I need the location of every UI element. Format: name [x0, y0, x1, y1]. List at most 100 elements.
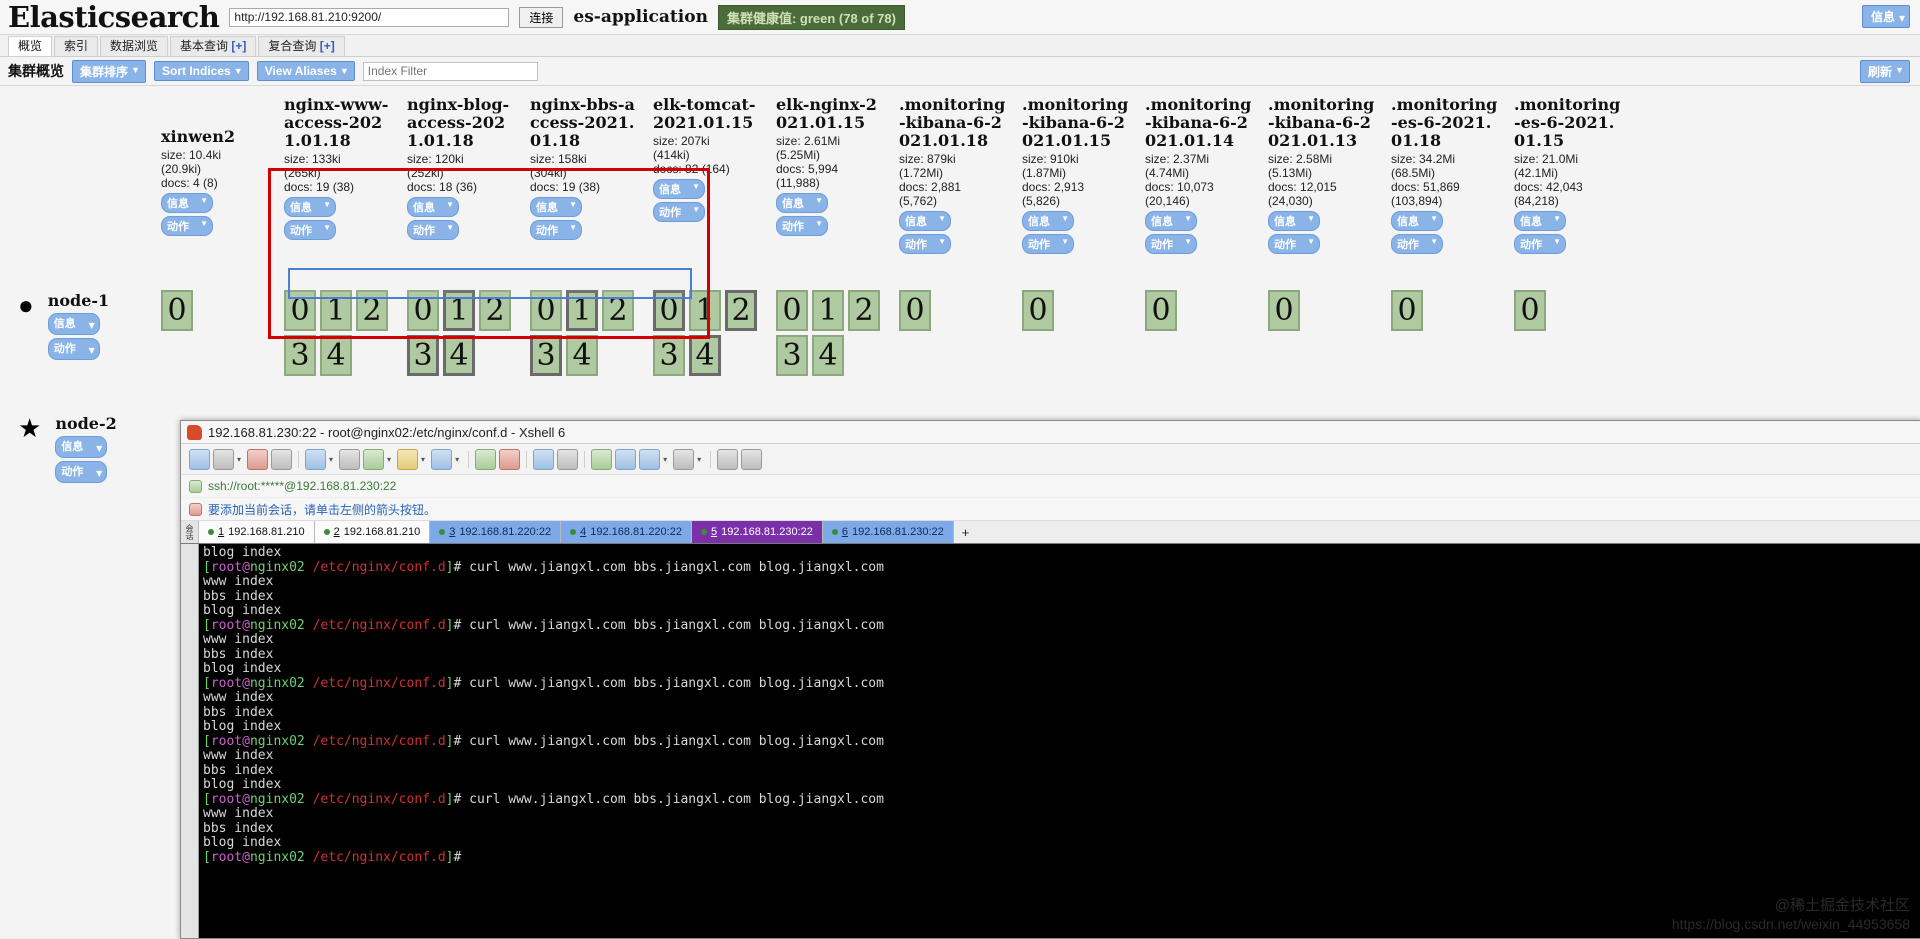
session-manager-tab[interactable]: 会话管理器	[181, 521, 199, 543]
new-session-icon[interactable]	[189, 448, 210, 470]
xshell-session-tab[interactable]: 1 192.168.81.210	[199, 521, 315, 543]
xshell-session-tab[interactable]: 5 192.168.81.230:22	[691, 521, 823, 543]
shard-box[interactable]: 2	[602, 290, 634, 331]
new-tab-icon[interactable]	[639, 448, 661, 470]
xshell-session-tab[interactable]: 2 192.168.81.210	[314, 521, 431, 543]
chevron-down-icon[interactable]: ▾	[329, 454, 334, 464]
shard-box[interactable]: 0	[1391, 290, 1423, 331]
chevron-down-icon[interactable]: ▾	[697, 454, 702, 464]
shard-box[interactable]: 0	[161, 290, 193, 331]
index-action-pill[interactable]: 动作 ▼	[1145, 234, 1197, 254]
node-2-action-pill[interactable]: 动作 ▼	[55, 461, 108, 483]
shard-box[interactable]: 0	[1268, 290, 1300, 331]
shard-box[interactable]: 3	[776, 335, 808, 376]
index-action-pill[interactable]: 动作 ▼	[1391, 234, 1443, 254]
shard-box[interactable]: 0	[653, 290, 685, 331]
shard-box[interactable]: 2	[479, 290, 511, 331]
xshell-session-tab[interactable]: 4 192.168.81.220:22	[561, 521, 692, 543]
view-aliases-button[interactable]: View Aliases ▼	[256, 61, 355, 81]
connect-button[interactable]: 连接	[519, 6, 564, 28]
node-2-info-pill[interactable]: 信息 ▼	[55, 436, 108, 458]
index-action-pill[interactable]: 动作 ▼	[1514, 234, 1566, 254]
new-tab-button[interactable]: +	[961, 524, 970, 540]
sort-indices-button[interactable]: Sort Indices ▼	[154, 61, 249, 81]
chevron-down-icon[interactable]: ▾	[663, 454, 668, 464]
info-menu-button[interactable]: 信息 ▾	[1861, 5, 1910, 28]
index-info-pill[interactable]: 信息 ▼	[161, 193, 213, 213]
tab-overview[interactable]: 概览	[8, 36, 53, 56]
shard-box[interactable]: 1	[689, 290, 721, 331]
shard-box[interactable]: 2	[725, 290, 757, 331]
index-action-pill[interactable]: 动作 ▼	[776, 216, 828, 236]
tab-basic-query[interactable]: 基本查询 [+]	[170, 36, 257, 56]
shard-box[interactable]: 1	[443, 290, 475, 331]
feedback-icon[interactable]	[741, 448, 763, 470]
refresh-button[interactable]: 刷新 ▼	[1859, 60, 1910, 83]
xshell-session-tab[interactable]: 6 192.168.81.230:22	[822, 521, 954, 543]
shard-box[interactable]: 0	[899, 290, 931, 331]
node-1-info-pill[interactable]: 信息 ▼	[47, 313, 100, 335]
shard-box[interactable]: 3	[530, 335, 562, 376]
index-action-pill[interactable]: 动作 ▼	[1268, 234, 1320, 254]
shard-box[interactable]: 2	[356, 290, 388, 331]
shard-box[interactable]: 4	[689, 335, 721, 376]
shard-box[interactable]: 0	[530, 290, 562, 331]
tab-composite-query[interactable]: 复合查询 [+]	[258, 36, 345, 56]
shard-box[interactable]: 3	[284, 335, 316, 376]
disconnect-icon[interactable]	[247, 448, 269, 470]
shard-box[interactable]: 0	[1145, 290, 1177, 331]
open-session-icon[interactable]	[213, 448, 234, 470]
index-action-pill[interactable]: 动作 ▼	[407, 220, 459, 240]
index-info-pill[interactable]: 信息 ▼	[407, 197, 459, 217]
chevron-down-icon[interactable]: ▾	[421, 454, 426, 464]
shard-box[interactable]: 3	[653, 335, 685, 376]
index-info-pill[interactable]: 信息 ▼	[284, 197, 336, 217]
index-action-pill[interactable]: 动作 ▼	[1022, 234, 1074, 254]
lock-icon[interactable]	[557, 448, 579, 470]
compose-bar-icon[interactable]	[591, 448, 613, 470]
shard-box[interactable]: 4	[443, 335, 475, 376]
shard-box[interactable]: 3	[407, 335, 439, 376]
shard-box[interactable]: 0	[407, 290, 439, 331]
fullscreen-icon[interactable]	[533, 448, 555, 470]
shard-box[interactable]: 0	[284, 290, 316, 331]
index-action-pill[interactable]: 动作 ▼	[653, 202, 705, 222]
shard-box[interactable]: 0	[1514, 290, 1546, 331]
terminal-output[interactable]: blog index [root@nginx02 /etc/nginx/conf…	[199, 544, 1920, 938]
node-1-action-pill[interactable]: 动作 ▼	[47, 338, 100, 360]
index-info-pill[interactable]: 信息 ▼	[899, 211, 951, 231]
font-icon[interactable]	[431, 448, 453, 470]
tab-browse[interactable]: 数据浏览	[100, 36, 169, 56]
highlight-icon[interactable]	[615, 448, 637, 470]
index-info-pill[interactable]: 信息 ▼	[1022, 211, 1074, 231]
chevron-down-icon[interactable]: ▾	[387, 454, 392, 464]
chevron-down-icon[interactable]: ▾	[455, 454, 460, 464]
shard-box[interactable]: 1	[320, 290, 352, 331]
shard-box[interactable]: 2	[848, 290, 880, 331]
shard-box[interactable]: 4	[812, 335, 844, 376]
layout-icon[interactable]	[673, 448, 695, 470]
help-icon[interactable]	[717, 448, 739, 470]
index-info-pill[interactable]: 信息 ▼	[776, 193, 828, 213]
index-info-pill[interactable]: 信息 ▼	[1268, 211, 1320, 231]
cluster-url-input[interactable]	[229, 7, 510, 27]
index-action-pill[interactable]: 动作 ▼	[899, 234, 951, 254]
shard-box[interactable]: 0	[1022, 290, 1054, 331]
log-icon[interactable]	[397, 448, 419, 470]
shard-box[interactable]: 4	[320, 335, 352, 376]
index-info-pill[interactable]: 信息 ▼	[530, 197, 582, 217]
index-info-pill[interactable]: 信息 ▼	[653, 179, 705, 199]
index-action-pill[interactable]: 动作 ▼	[161, 216, 213, 236]
cluster-sort-button[interactable]: 集群排序 ▼	[72, 59, 147, 83]
paste-icon[interactable]	[499, 448, 521, 470]
index-action-pill[interactable]: 动作 ▼	[284, 220, 336, 240]
xshell-session-tab[interactable]: 3 192.168.81.220:22	[430, 521, 562, 543]
chevron-down-icon[interactable]: ▾	[237, 454, 242, 464]
index-info-pill[interactable]: 信息 ▼	[1514, 211, 1566, 231]
transfer-file-icon[interactable]	[363, 448, 385, 470]
index-info-pill[interactable]: 信息 ▼	[1391, 211, 1443, 231]
clear-screen-icon[interactable]	[475, 448, 497, 470]
shard-box[interactable]: 1	[566, 290, 598, 331]
index-filter-input[interactable]	[362, 61, 538, 81]
find-icon[interactable]	[339, 448, 361, 470]
